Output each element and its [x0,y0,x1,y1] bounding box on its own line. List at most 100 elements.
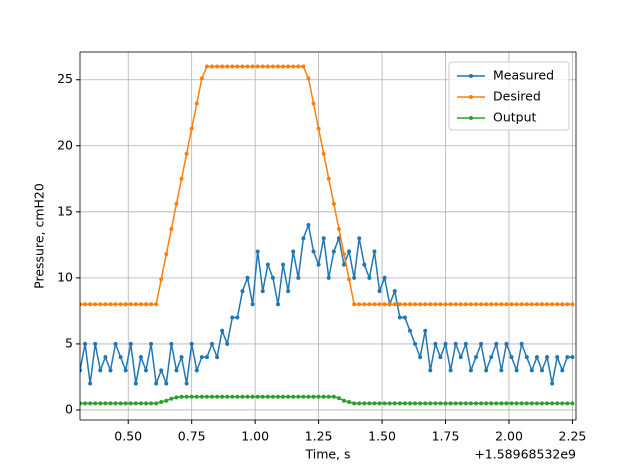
data-point [514,302,519,307]
data-point [204,355,209,360]
data-point [555,401,560,406]
data-point [539,368,544,373]
data-point [306,394,311,399]
x-tick-label: 0.50 [114,429,142,444]
data-point [479,341,484,346]
data-point [545,401,550,406]
data-point [382,302,387,307]
data-point [118,302,123,307]
data-point [169,341,174,346]
data-point [524,401,529,406]
data-point [174,395,179,400]
data-point [88,401,93,406]
data-point [499,368,504,373]
data-point [281,394,286,399]
data-point [291,249,296,254]
data-point [397,401,402,406]
data-point [479,302,484,307]
data-point [550,401,555,406]
data-point [463,401,468,406]
data-point [534,355,539,360]
data-point [138,355,143,360]
data-point [479,401,484,406]
data-point [560,401,565,406]
data-point [149,341,154,346]
data-point [113,302,118,307]
data-point [372,249,377,254]
data-point [306,223,311,228]
data-point [240,64,245,69]
data-point [357,236,362,241]
data-point [103,302,108,307]
data-point [407,328,412,333]
data-point [352,275,357,280]
data-point [570,355,575,360]
data-point [240,289,245,294]
data-point [128,302,133,307]
data-point [494,341,499,346]
data-point [326,176,331,181]
data-point [321,236,326,241]
data-point [179,176,184,181]
data-point [352,401,357,406]
data-point [250,394,255,399]
data-point [509,401,514,406]
data-point [164,381,169,386]
data-point [270,64,275,69]
data-point [565,401,570,406]
data-point [149,401,154,406]
data-point [88,302,93,307]
x-tick-label: 2.00 [495,429,523,444]
data-point [113,401,118,406]
data-point [209,64,214,69]
data-point [402,315,407,320]
data-point [174,201,179,206]
data-point [468,302,473,307]
x-tick-label: 1.25 [305,429,333,444]
data-point [123,368,128,373]
data-point [367,401,372,406]
data-point [245,394,250,399]
data-point [468,368,473,373]
data-point [316,394,321,399]
data-point [494,302,499,307]
y-tick-label: 0 [65,401,73,416]
data-point [255,249,260,254]
data-point [372,302,377,307]
data-point [169,396,174,401]
data-point [367,302,372,307]
data-point [230,315,235,320]
data-point [316,262,321,267]
data-point [225,341,230,346]
data-point [164,252,169,257]
data-point [331,249,336,254]
data-point [189,341,194,346]
data-point [529,401,534,406]
data-point [143,302,148,307]
data-point [270,275,275,280]
data-point [209,341,214,346]
data-point [494,401,499,406]
data-point [260,64,265,69]
y-tick-label: 5 [65,335,73,350]
data-point [301,394,306,399]
data-point [438,401,443,406]
data-point [184,394,189,399]
data-point [509,302,514,307]
data-point [133,401,138,406]
data-point [270,394,275,399]
data-point [123,401,128,406]
data-point [286,289,291,294]
data-point [504,302,509,307]
data-point [204,64,209,69]
data-point [154,401,159,406]
x-axis-label: Time, s [304,447,350,462]
data-point [418,302,423,307]
data-point [154,302,159,307]
data-point [291,64,296,69]
data-point [428,401,433,406]
data-point [143,368,148,373]
data-point [255,64,260,69]
data-point [128,341,133,346]
data-point [362,401,367,406]
